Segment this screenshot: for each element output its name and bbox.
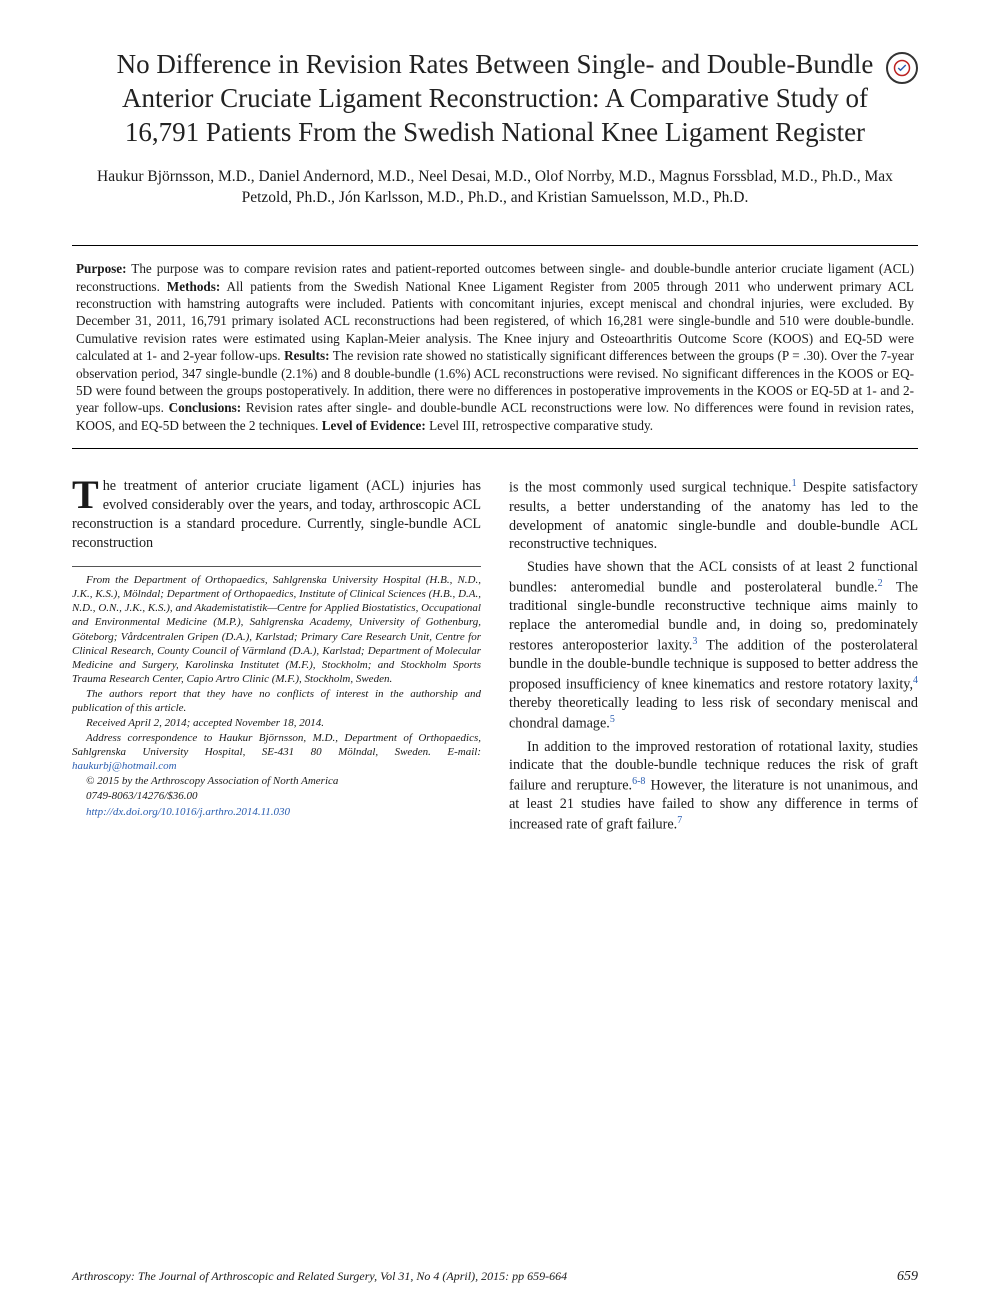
page-footer: Arthroscopy: The Journal of Arthroscopic…	[72, 1269, 918, 1285]
right-p2a: Studies have shown that the ACL consists…	[509, 559, 918, 595]
intro-para-1: he treatment of anterior cruciate ligame…	[72, 478, 481, 550]
ref-7[interactable]: 7	[677, 815, 682, 826]
methods-label: Methods:	[167, 279, 220, 294]
ref-6-8[interactable]: 6-8	[632, 776, 645, 787]
crossmark-icon[interactable]	[886, 52, 918, 84]
conclusions-label: Conclusions:	[169, 400, 242, 415]
right-p2d: thereby theoretically leading to less ri…	[509, 695, 918, 731]
author-list: Haukur Björnsson, M.D., Daniel Andernord…	[72, 167, 918, 209]
loe-text: Level III, retrospective comparative stu…	[426, 418, 653, 433]
ref-4[interactable]: 4	[913, 675, 918, 686]
article-title: No Difference in Revision Rates Between …	[72, 48, 918, 149]
abstract-block: Purpose: The purpose was to compare revi…	[72, 245, 918, 449]
article-dates: Received April 2, 2014; accepted Novembe…	[72, 716, 481, 730]
issn-line: 0749-8063/14276/$36.00	[72, 789, 481, 803]
purpose-label: Purpose:	[76, 261, 127, 276]
left-column: The treatment of anterior cruciate ligam…	[72, 477, 481, 838]
body-columns: The treatment of anterior cruciate ligam…	[72, 477, 918, 838]
dropcap: T	[72, 477, 103, 511]
correspondence: Address correspondence to Haukur Björnss…	[72, 732, 481, 758]
right-column: is the most commonly used surgical techn…	[509, 477, 918, 838]
affiliations: From the Department of Orthopaedics, Sah…	[72, 573, 481, 686]
correspondence-email[interactable]: haukurbj@hotmail.com	[72, 760, 177, 772]
ref-5[interactable]: 5	[610, 714, 615, 725]
journal-citation: Arthroscopy: The Journal of Arthroscopic…	[72, 1269, 567, 1284]
footnote-block: From the Department of Orthopaedics, Sah…	[72, 566, 481, 818]
conflict-of-interest: The authors report that they have no con…	[72, 687, 481, 715]
page-number: 659	[897, 1269, 918, 1285]
results-label: Results:	[284, 348, 329, 363]
copyright-line: © 2015 by the Arthroscopy Association of…	[72, 774, 481, 788]
doi-link[interactable]: http://dx.doi.org/10.1016/j.arthro.2014.…	[86, 806, 290, 818]
loe-label: Level of Evidence:	[322, 418, 426, 433]
right-p1a: is the most commonly used surgical techn…	[509, 480, 792, 496]
